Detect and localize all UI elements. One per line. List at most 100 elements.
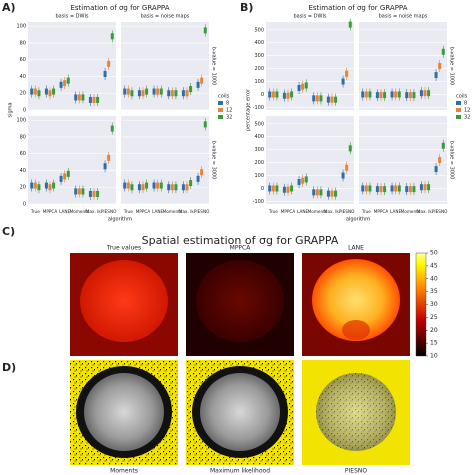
x-tick-label: Moments bbox=[401, 209, 420, 214]
box bbox=[103, 163, 107, 170]
colorbar-label: 15 bbox=[430, 340, 438, 347]
box bbox=[66, 170, 70, 177]
box bbox=[383, 92, 387, 99]
box bbox=[185, 90, 189, 97]
y-tick-label: 100 bbox=[16, 24, 26, 30]
legend-title: coils bbox=[218, 94, 230, 100]
x-tick-label: Max. lk. bbox=[86, 209, 102, 214]
x-tick-label: Max. lk. bbox=[417, 209, 433, 214]
panel-label: D) bbox=[2, 361, 16, 374]
box bbox=[77, 94, 81, 101]
box bbox=[167, 90, 171, 97]
x-tick-label: Moments bbox=[308, 209, 327, 214]
x-tick-label: MPPCA bbox=[43, 209, 58, 214]
box bbox=[137, 90, 141, 97]
box bbox=[200, 77, 204, 84]
x-tick-label: MPPCA bbox=[136, 209, 151, 214]
box bbox=[141, 184, 145, 191]
box bbox=[141, 90, 145, 97]
y-tick-label: 40 bbox=[20, 168, 26, 174]
box bbox=[405, 186, 409, 193]
facet-bg bbox=[359, 116, 447, 204]
box bbox=[152, 88, 156, 95]
box bbox=[348, 145, 352, 152]
legend-swatch bbox=[456, 101, 461, 105]
legend-label: 32 bbox=[464, 115, 470, 121]
box bbox=[427, 184, 431, 191]
panel-title: Estimation of σg for GRAPPA bbox=[308, 4, 407, 12]
box bbox=[63, 80, 67, 87]
box bbox=[110, 125, 114, 132]
colorbar-label: 50 bbox=[430, 250, 438, 257]
box bbox=[137, 184, 141, 191]
box bbox=[88, 190, 92, 197]
box bbox=[152, 182, 156, 189]
legend-label: 8 bbox=[464, 101, 467, 107]
facet-bg bbox=[121, 116, 209, 204]
box bbox=[286, 186, 290, 193]
facet-bg bbox=[266, 116, 354, 204]
box bbox=[319, 95, 323, 102]
box bbox=[30, 88, 34, 95]
y-tick-label: 40 bbox=[20, 74, 26, 80]
box bbox=[96, 96, 100, 103]
box bbox=[196, 81, 200, 88]
box bbox=[174, 184, 178, 191]
facet-bg bbox=[121, 22, 209, 110]
box bbox=[52, 88, 56, 95]
brain bbox=[200, 373, 280, 451]
y-tick-label: 60 bbox=[20, 151, 26, 157]
box bbox=[44, 182, 48, 189]
box bbox=[297, 85, 301, 91]
box bbox=[326, 96, 330, 103]
panel-title: Spatial estimation of σg for GRAPPA bbox=[142, 234, 339, 247]
box bbox=[275, 91, 279, 98]
x-tick-label: LANE bbox=[59, 209, 70, 214]
x-tick-label: PIESNO bbox=[339, 209, 355, 214]
y-tick-label: 0 bbox=[261, 186, 264, 192]
panel-label: A) bbox=[2, 1, 16, 14]
box bbox=[379, 92, 383, 99]
x-tick-label: Max. lk. bbox=[324, 209, 340, 214]
images bbox=[70, 252, 427, 465]
box bbox=[33, 88, 37, 95]
box bbox=[203, 27, 207, 34]
box bbox=[74, 94, 78, 101]
box bbox=[301, 83, 305, 90]
box bbox=[282, 92, 286, 99]
box bbox=[304, 176, 308, 183]
box bbox=[290, 185, 294, 192]
box bbox=[107, 154, 111, 161]
x-tick-label: MPPCA bbox=[374, 209, 389, 214]
region bbox=[342, 320, 370, 340]
image-title: PIESNO bbox=[345, 468, 367, 475]
facet-bg bbox=[28, 116, 116, 204]
box bbox=[304, 82, 308, 89]
box bbox=[341, 78, 345, 85]
box bbox=[159, 88, 163, 95]
box bbox=[312, 189, 316, 196]
box bbox=[63, 173, 67, 180]
box bbox=[271, 91, 275, 98]
y-tick-label: 60 bbox=[20, 57, 26, 63]
box bbox=[81, 94, 85, 101]
box bbox=[103, 70, 107, 77]
box bbox=[96, 190, 100, 197]
colorbar-label: 45 bbox=[430, 262, 438, 269]
row-label: b-value = 1000 bbox=[211, 47, 217, 86]
facet-label: basis = DWIs bbox=[293, 14, 326, 20]
image-title: Maximum likelihood bbox=[210, 468, 270, 475]
x-label: algorithm bbox=[108, 217, 132, 223]
legend-swatch bbox=[218, 108, 223, 112]
box bbox=[315, 189, 319, 196]
box bbox=[37, 184, 41, 191]
box bbox=[364, 185, 368, 192]
box bbox=[145, 182, 149, 189]
box bbox=[434, 72, 438, 79]
box bbox=[52, 182, 56, 189]
x-tick-label: PIESNO bbox=[432, 209, 448, 214]
box bbox=[441, 142, 445, 149]
box bbox=[348, 21, 352, 28]
box bbox=[434, 166, 438, 173]
